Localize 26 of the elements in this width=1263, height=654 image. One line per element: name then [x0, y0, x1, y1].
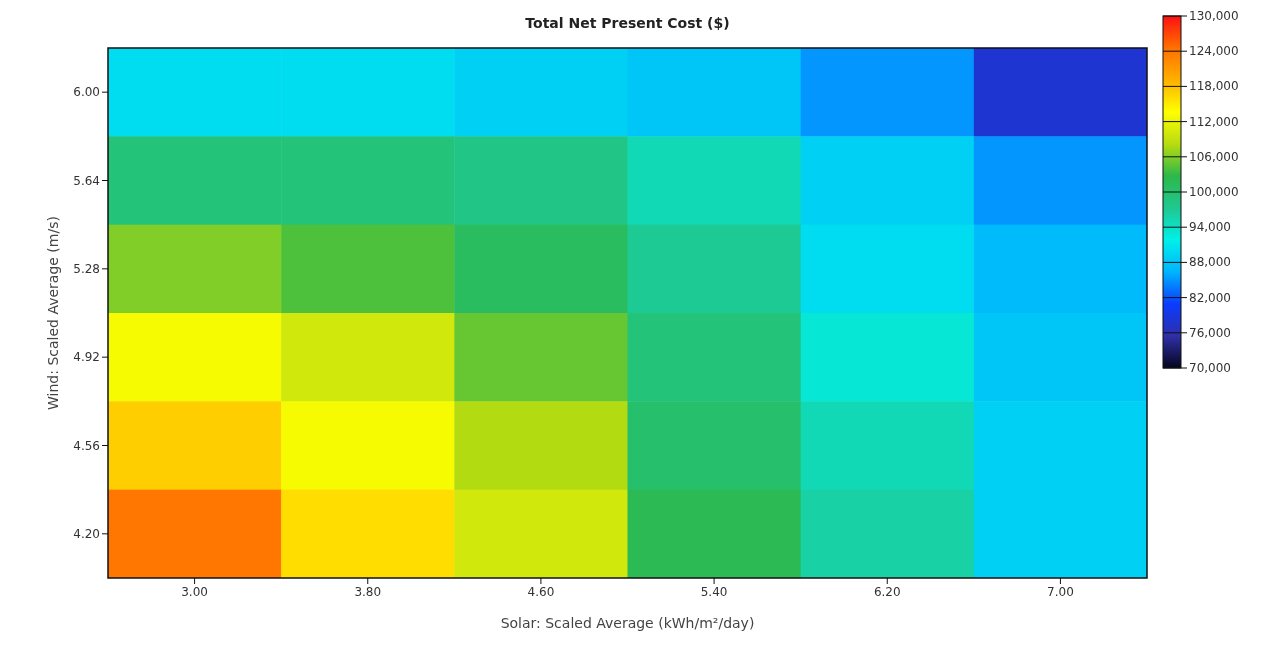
y-axis-title: Wind: Scaled Average (m/s) — [45, 216, 61, 410]
y-tick-label: 5.64 — [73, 173, 100, 188]
y-tick-label: 4.92 — [73, 350, 100, 365]
y-tick-label: 5.28 — [73, 261, 100, 276]
x-tick-label: 3.80 — [354, 585, 382, 599]
x-axis-title: Solar: Scaled Average (kWh/m²/day) — [500, 615, 755, 631]
x-tick-label: 3.00 — [181, 585, 208, 599]
color-bar-label: 130,000 — [1189, 9, 1239, 23]
color-bar-label: 112,000 — [1189, 114, 1239, 129]
y-tick-label: 6.00 — [73, 85, 100, 100]
color-bar-label: 118,000 — [1189, 79, 1239, 94]
x-tick-label: 5.40 — [700, 585, 728, 599]
color-bar-label: 82,000 — [1189, 290, 1231, 305]
y-tick-label: 4.20 — [73, 526, 100, 541]
color-bar-label: 100,000 — [1189, 185, 1239, 199]
color-bar-label: 124,000 — [1189, 44, 1239, 59]
x-tick-label: 4.60 — [527, 585, 555, 599]
color-bar-label: 88,000 — [1189, 255, 1231, 270]
chart-title: Total Net Present Cost ($) — [525, 15, 730, 31]
y-tick-label: 4.56 — [73, 438, 100, 453]
x-tick-label: 6.20 — [873, 585, 901, 599]
color-bar-label: 106,000 — [1189, 149, 1239, 164]
color-bar-label: 76,000 — [1189, 325, 1231, 340]
color-bar-label: 94,000 — [1189, 220, 1231, 235]
color-bar-label: 70,000 — [1189, 361, 1231, 375]
x-tick-label: 7.00 — [1047, 585, 1074, 599]
